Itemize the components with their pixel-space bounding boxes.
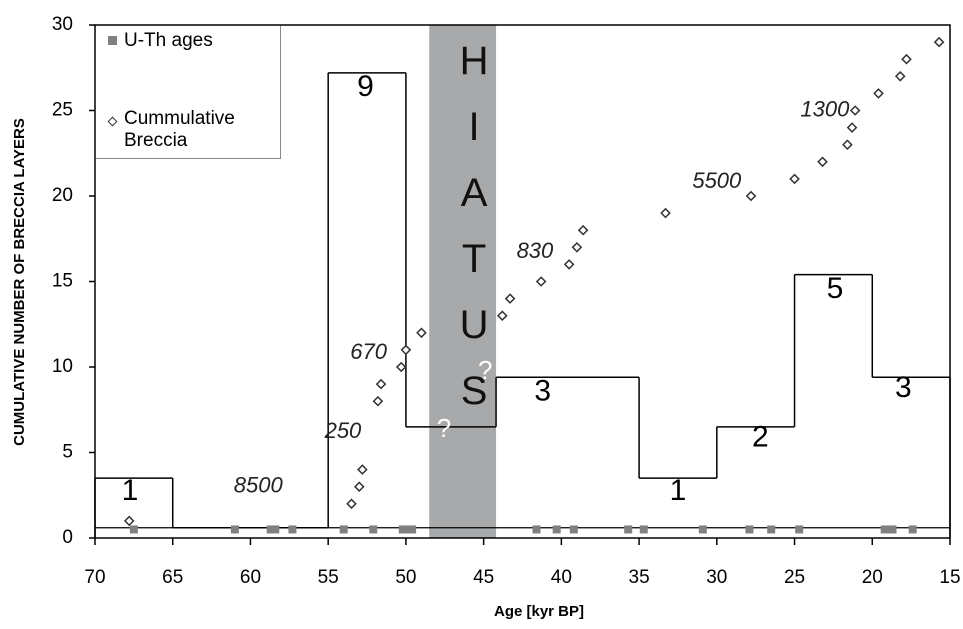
hiatus-label: HIATUS xyxy=(452,39,497,435)
breccia-point xyxy=(894,70,906,82)
x-tick-label: 30 xyxy=(706,567,727,588)
breccia-point xyxy=(660,207,671,219)
breccia-point xyxy=(496,310,508,322)
x-tick-label: 45 xyxy=(473,567,494,588)
question-mark: ? xyxy=(437,413,451,443)
count-label: 1 xyxy=(670,474,687,507)
uth-age xyxy=(624,525,633,534)
y-tick-label: 15 xyxy=(52,271,73,292)
uth-age xyxy=(552,525,561,534)
y-tick-label: 5 xyxy=(62,442,73,463)
y-axis-label: CUMULATIVE NUMBER OF BRECCIA LAYERS xyxy=(11,118,28,446)
breccia-point xyxy=(123,515,135,527)
count-label: 3 xyxy=(534,375,551,408)
hiatus-band xyxy=(429,25,497,538)
x-tick-label: 20 xyxy=(862,567,883,588)
breccia-point xyxy=(846,122,858,133)
rate-label: 1300 xyxy=(800,96,850,121)
rate-label: 250 xyxy=(324,418,362,443)
question-mark: ? xyxy=(478,355,492,385)
x-tick-label: 55 xyxy=(318,567,339,588)
breccia-point xyxy=(901,53,912,65)
uth-age xyxy=(698,525,707,534)
legend-entry: Cummulative Breccia xyxy=(124,108,235,151)
rate-label: 830 xyxy=(517,238,554,263)
legend: U-Th ages Cummulative Breccia xyxy=(96,26,281,159)
breccia-point xyxy=(395,361,407,373)
breccia-point xyxy=(346,498,357,510)
count-label: 9 xyxy=(357,70,374,103)
breccia-point xyxy=(933,36,945,48)
uth-age xyxy=(230,525,239,534)
legend-swatch xyxy=(107,116,118,127)
breccia-point xyxy=(849,105,861,116)
uth-age xyxy=(266,525,275,534)
rate-label: 670 xyxy=(350,339,387,364)
uth-age xyxy=(532,525,541,534)
uth-age xyxy=(745,525,754,534)
y-tick-label: 30 xyxy=(52,14,73,35)
breccia-point xyxy=(372,395,384,407)
breccia-point xyxy=(873,88,884,99)
uth-age xyxy=(288,525,297,534)
breccia-point xyxy=(563,259,575,270)
x-tick-label: 40 xyxy=(551,567,572,588)
x-tick-label: 60 xyxy=(240,567,261,588)
rate-label: 8500 xyxy=(234,473,284,498)
x-tick-label: 35 xyxy=(629,567,650,588)
uth-age xyxy=(403,525,412,534)
breccia-point xyxy=(375,378,387,390)
x-tick-label: 15 xyxy=(939,567,960,588)
uth-age xyxy=(271,525,280,534)
breccia-point xyxy=(577,224,589,236)
breccia-point xyxy=(842,139,853,151)
x-tick-label: 70 xyxy=(84,567,105,588)
breccia-point xyxy=(416,327,427,339)
count-label: 2 xyxy=(752,421,769,454)
breccia-point xyxy=(745,190,757,202)
y-tick-label: 10 xyxy=(52,356,73,377)
uth-age xyxy=(767,525,776,534)
y-tick-label: 0 xyxy=(62,527,73,548)
count-label: 3 xyxy=(895,371,912,404)
breccia-point xyxy=(535,276,547,287)
breccia-point xyxy=(817,156,828,168)
uth-age xyxy=(129,525,138,534)
uth-age xyxy=(398,525,407,534)
y-tick-label: 25 xyxy=(52,100,73,121)
breccia-point xyxy=(353,481,365,493)
uth-age xyxy=(880,525,889,534)
uth-age xyxy=(408,525,417,534)
rate-label: 5500 xyxy=(692,168,742,193)
uth-age xyxy=(339,525,348,534)
count-label: 1 xyxy=(122,474,139,507)
breccia-point xyxy=(504,293,516,304)
x-tick-label: 65 xyxy=(162,567,183,588)
breccia-point xyxy=(357,464,368,475)
legend-swatch xyxy=(108,36,117,45)
legend-entry: U-Th ages xyxy=(124,30,213,51)
uth-age xyxy=(639,525,648,534)
breccia-point xyxy=(400,344,412,356)
uth-age xyxy=(569,525,578,534)
x-tick-label: 25 xyxy=(784,567,805,588)
uth-age xyxy=(369,525,378,534)
uth-age xyxy=(888,525,897,534)
count-label: 5 xyxy=(827,272,844,305)
breccia-point xyxy=(571,241,583,253)
x-axis-label: Age [kyr BP] xyxy=(494,603,584,620)
uth-age xyxy=(908,525,917,534)
y-tick-label: 20 xyxy=(52,185,73,206)
x-tick-label: 50 xyxy=(395,567,416,588)
breccia-point xyxy=(789,173,800,185)
uth-age xyxy=(795,525,804,534)
